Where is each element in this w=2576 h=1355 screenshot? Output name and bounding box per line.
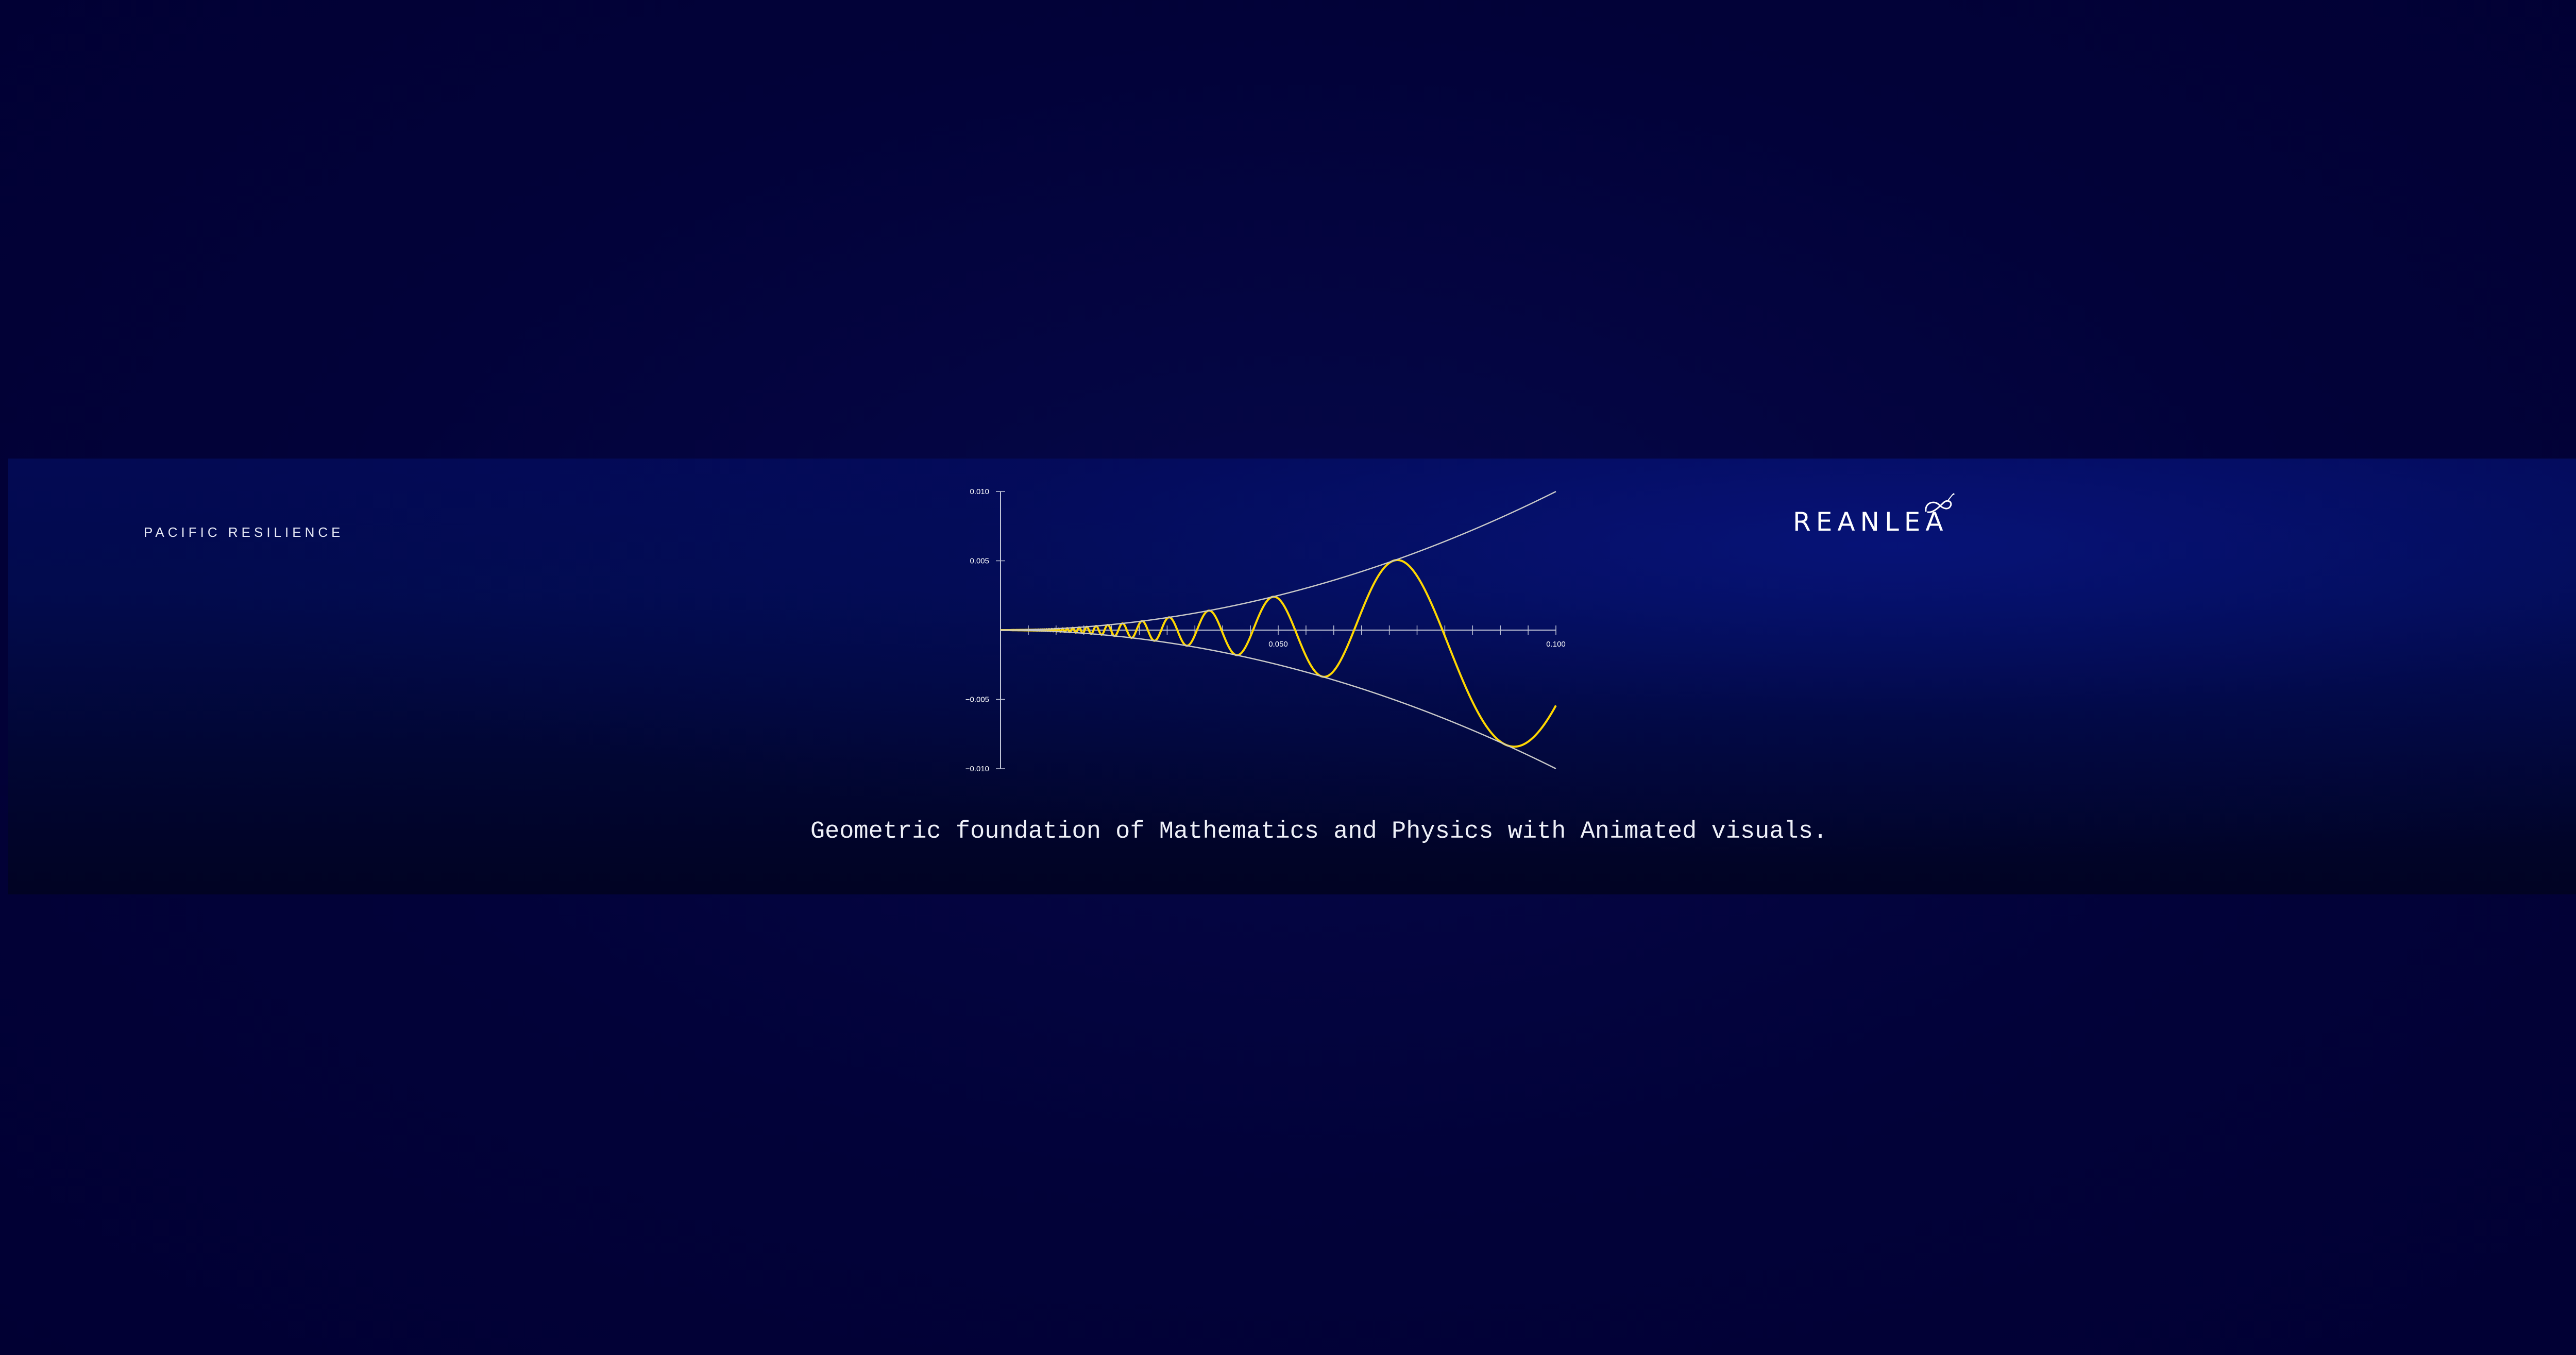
series-upper-envelope: [999, 490, 1557, 631]
reanlea-wordmark: REANLEA: [1793, 507, 1948, 537]
x-tick-label: 0.100: [1546, 640, 1566, 649]
series-oscillating-curve: [999, 559, 1557, 748]
plot-tick-labels: 0.050 0.100 0.010 0.005 −0.005 −0.010: [965, 487, 1566, 773]
channel-banner: [8, 459, 2576, 894]
function-plot: 0.050 0.100 0.010 0.005 −0.005 −0.010: [965, 487, 1566, 773]
x-tick-label: 0.050: [1268, 640, 1288, 649]
channel-tagline: Geometric foundation of Mathematics and …: [810, 818, 1828, 845]
reanlea-swirl-icon: [1925, 493, 1955, 513]
y-tick-label: 0.005: [970, 557, 989, 566]
y-tick-label: −0.005: [965, 696, 989, 704]
y-tick-label: −0.010: [965, 765, 989, 773]
plot-curves: [999, 490, 1557, 770]
brand-left-text: PACIFIC RESILIENCE: [144, 524, 344, 540]
banner-glow: [8, 459, 2576, 894]
series-lower-envelope: [999, 629, 1557, 770]
y-tick-label: 0.010: [970, 487, 989, 496]
